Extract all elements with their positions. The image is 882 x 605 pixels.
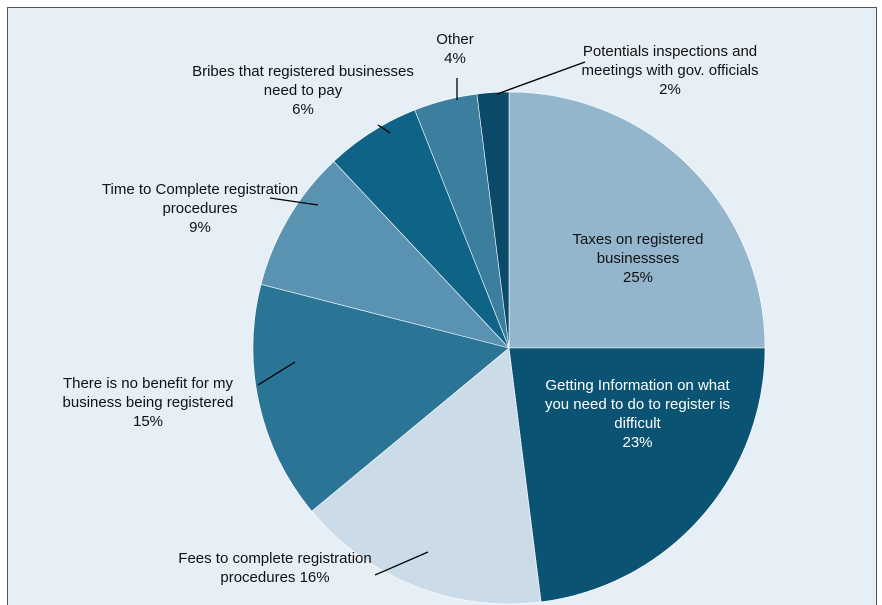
category-label: Getting Information on what you need to … [544, 377, 731, 432]
leader-line [257, 361, 296, 386]
category-label: Taxes on registered businessses [572, 231, 704, 267]
category-label: Potentials inspections and meetings with… [581, 43, 759, 79]
slice-label: There is no benefit for my business bein… [48, 374, 248, 431]
leader-line [377, 124, 391, 134]
value-label: 4% [444, 50, 466, 67]
value-label: 9% [189, 219, 211, 236]
slice-label: Taxes on registered businessses 25% [548, 230, 728, 287]
pie-slice [508, 91, 766, 349]
slice-label: Time to Complete registration procedures… [100, 180, 300, 237]
value-label: 15% [132, 413, 164, 430]
value-label: 23% [622, 434, 653, 451]
pie-slice [311, 347, 542, 605]
value-label: 16% [299, 569, 330, 586]
pie-slice [252, 283, 510, 512]
slice-label: Fees to complete registration procedures… [155, 549, 395, 587]
slice-label: Bribes that registered businesses need t… [180, 62, 426, 119]
slice-label: Other 4% [420, 30, 490, 68]
value-label: 6% [292, 101, 314, 118]
pie-slice [508, 347, 766, 603]
leader-line [269, 197, 319, 206]
leader-line [496, 61, 586, 95]
category-label: Other [436, 31, 474, 48]
pie-slice [260, 160, 510, 349]
slice-label: Getting Information on what you need to … [540, 376, 735, 452]
leader-line [374, 551, 429, 576]
value-label: 25% [622, 269, 654, 286]
value-label: 2% [659, 81, 681, 98]
category-label: Bribes that registered businesses need t… [192, 63, 414, 99]
category-label: There is no benefit for my business bein… [62, 375, 234, 411]
category-label: Time to Complete registration procedures [101, 181, 299, 217]
category-label: Fees to complete registration procedures [178, 550, 372, 586]
slice-label: Potentials inspections and meetings with… [565, 42, 775, 99]
pie-slice [476, 91, 510, 349]
